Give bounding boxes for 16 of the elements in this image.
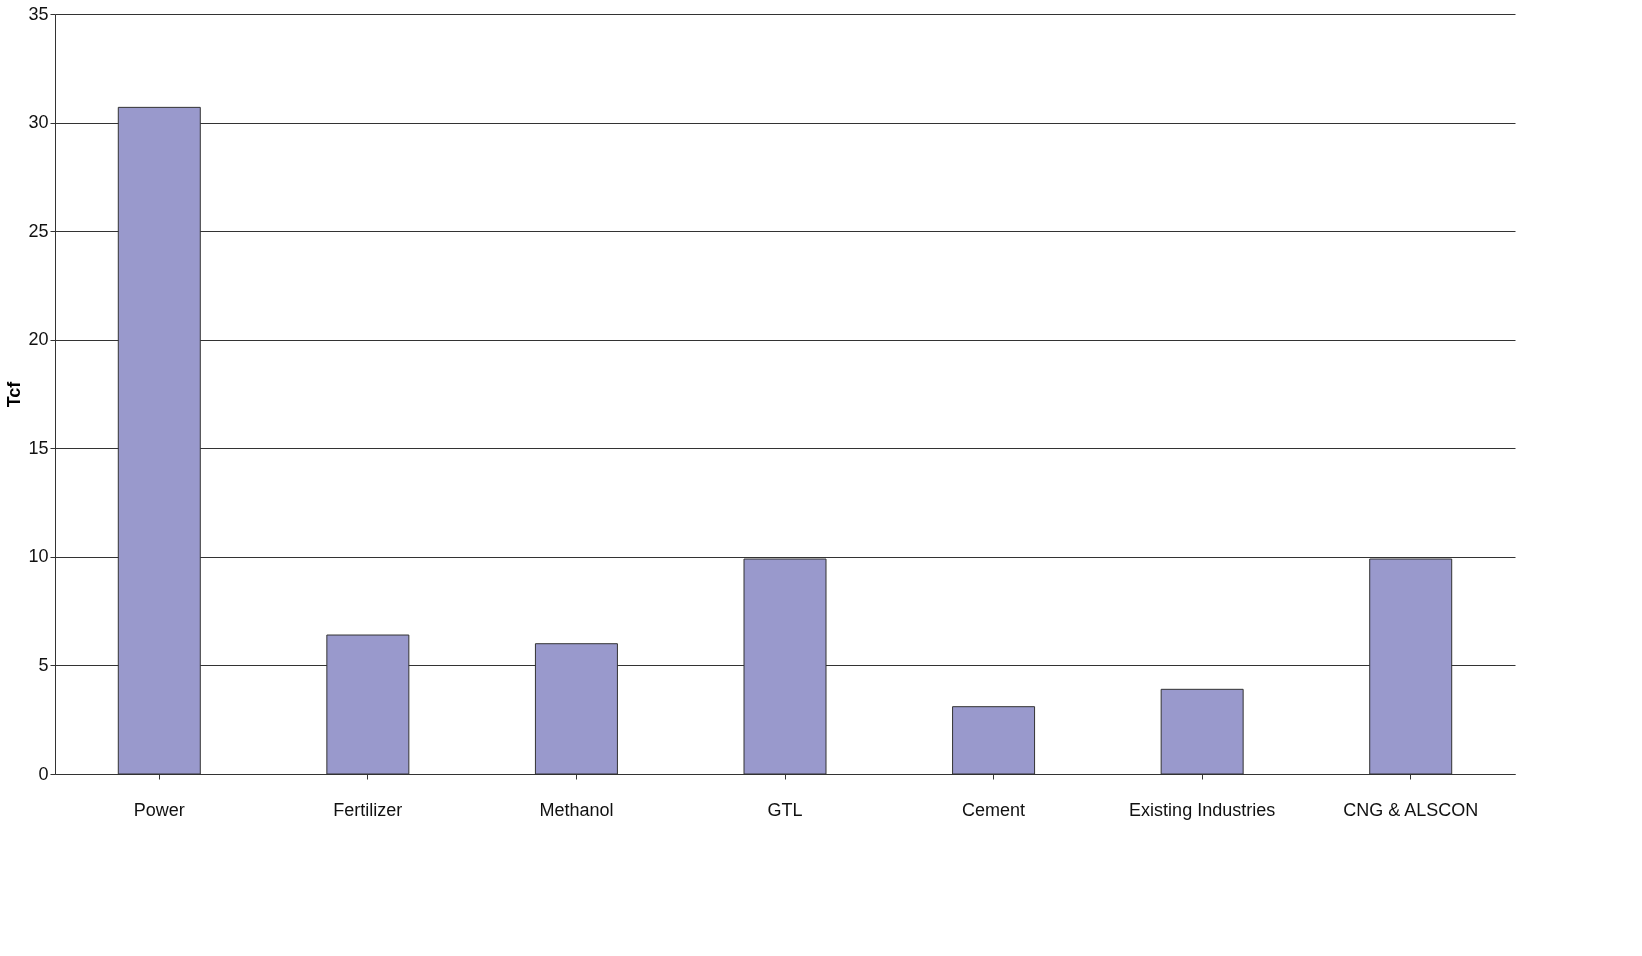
y-tick-label: 15	[28, 437, 49, 458]
y-axis-title: Tcf	[4, 380, 25, 408]
x-tick-label: Cement	[962, 799, 1026, 820]
y-tick-label: 5	[38, 654, 49, 675]
y-tick-label: 20	[28, 329, 49, 350]
x-tick-label: Fertilizer	[333, 799, 403, 820]
x-tick-label: Existing Industries	[1129, 799, 1276, 820]
y-tick-label: 30	[28, 112, 49, 133]
x-tick-label: Power	[133, 799, 185, 820]
y-tick-label: 10	[28, 546, 49, 567]
x-tick-label: GTL	[767, 799, 803, 820]
x-tick-label: CNG & ALSCON	[1343, 799, 1479, 820]
y-tick-label: 25	[28, 220, 49, 241]
x-tick-label: Methanol	[539, 799, 614, 820]
y-tick-label: 35	[28, 3, 49, 24]
y-tick-label: 0	[38, 763, 49, 784]
